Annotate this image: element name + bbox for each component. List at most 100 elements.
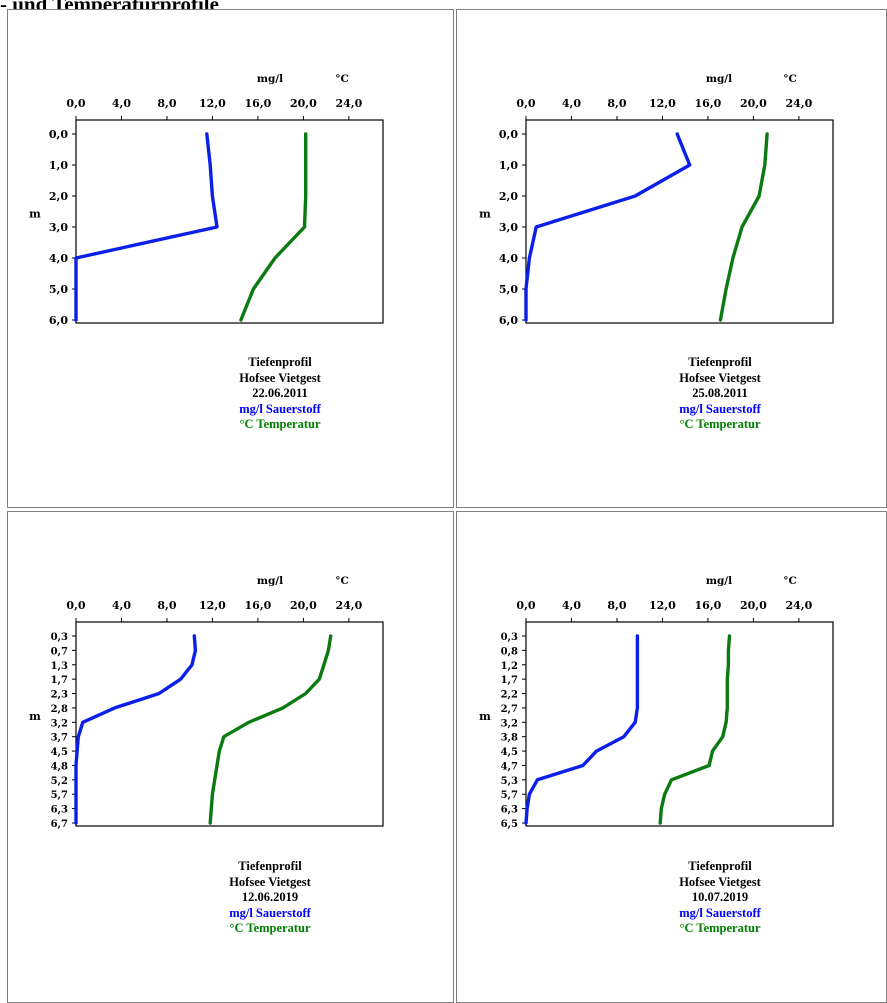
chart-1: mg/l °C 0,0 4,0 8,0 12,0 16,0 20,0 24,0 0,0 1,0 2,0… (29, 73, 384, 327)
y-tick-label: 4,8 (51, 761, 68, 772)
y-axis-label: m (29, 710, 41, 723)
chart-4: mg/l °C 0,0 4,0 8,0 12,0 16,0 20,0 24,0 0,3 0,8 1,2… (479, 575, 834, 830)
x-tick-label: 16,0 (245, 599, 272, 612)
y-tick-label: 4,5 (501, 747, 518, 758)
legend-temperature: °C Temperatur (239, 417, 321, 431)
plot-area (75, 119, 384, 324)
y-tick-label: 2,0 (499, 190, 518, 203)
caption-3: Tiefenprofil Hofsee Vietgest 12.06.2019 … (170, 859, 370, 937)
y-tick-label: 3,0 (49, 221, 68, 234)
chart-3: mg/l °C 0,0 4,0 8,0 12,0 16,0 20,0 24,0 0,3 0,7 1,3… (29, 575, 384, 830)
y-tick-label: 4,0 (49, 252, 68, 265)
y-tick-label: 0,0 (49, 128, 68, 141)
y-tick-label: 3,7 (51, 733, 68, 744)
x-tick-label: 12,0 (649, 97, 676, 110)
x-tick-label: 24,0 (335, 599, 362, 612)
caption-title: Tiefenprofil (238, 859, 302, 873)
x-tick-label: 4,0 (112, 97, 131, 110)
x-tick-label: 8,0 (607, 599, 626, 612)
y-tick-label: 0,8 (501, 646, 518, 657)
caption-title: Tiefenprofil (248, 355, 312, 369)
y-tick-label: 6,3 (51, 805, 68, 816)
x-tick-label: 16,0 (245, 97, 272, 110)
x-tick-label: 12,0 (649, 599, 676, 612)
y-tick-label: 1,0 (49, 159, 68, 172)
y-tick-label: 3,8 (501, 733, 518, 744)
series-line-temperature (208, 634, 333, 825)
y-tick-label: 1,2 (501, 661, 518, 672)
y-axis-label: m (479, 710, 491, 723)
x-tick-label: 20,0 (740, 599, 767, 612)
legend-oxygen: mg/l Sauerstoff (229, 905, 311, 920)
y-tick-label: 0,7 (51, 646, 68, 657)
y-tick-label: 1,3 (51, 661, 68, 672)
y-tick-label: 5,7 (501, 790, 518, 801)
x-tick-label: 20,0 (290, 599, 317, 612)
unit-label-mg: mg/l (706, 73, 732, 85)
y-tick-label: 1,0 (499, 159, 518, 172)
x-tick-label: 4,0 (562, 599, 581, 612)
unit-label-degc: °C (335, 575, 349, 587)
y-tick-label: 5,2 (51, 776, 68, 787)
chart-2: mg/l °C 0,0 4,0 8,0 12,0 16,0 20,0 24,0 0,0 1,0 2,0… (479, 73, 834, 327)
unit-label-mg: mg/l (257, 575, 283, 587)
x-tick-label: 0,0 (66, 599, 85, 612)
caption-2: Tiefenprofil Hofsee Vietgest 25.08.2011 … (620, 355, 820, 433)
y-tick-label: 0,3 (501, 632, 518, 643)
y-tick-label: 2,8 (51, 704, 68, 715)
caption-1: Tiefenprofil Hofsee Vietgest 22.06.2011 … (180, 355, 380, 433)
x-tick-label: 8,0 (157, 97, 176, 110)
caption-4: Tiefenprofil Hofsee Vietgest 10.07.2019 … (620, 859, 820, 937)
y-tick-label: 6,0 (499, 314, 518, 327)
x-tick-label: 0,0 (516, 97, 535, 110)
series-line-oxygen (74, 634, 198, 825)
caption-lake: Hofsee Vietgest (679, 874, 761, 889)
y-tick-label: 3,0 (499, 221, 518, 234)
y-tick-label: 5,7 (51, 790, 68, 801)
caption-lake: Hofsee Vietgest (239, 370, 321, 385)
x-tick-label: 0,0 (516, 599, 535, 612)
x-tick-label: 24,0 (785, 599, 812, 612)
y-tick-label: 0,0 (499, 128, 518, 141)
y-tick-label: 4,7 (501, 761, 518, 772)
y-tick-label: 0,3 (51, 632, 68, 643)
x-tick-label: 4,0 (112, 599, 131, 612)
unit-label-degc: °C (783, 73, 797, 85)
caption-lake: Hofsee Vietgest (679, 370, 761, 385)
chart-panel-3 (7, 511, 454, 1003)
x-tick-label: 24,0 (335, 97, 362, 110)
legend-temperature: °C Temperatur (679, 417, 761, 431)
y-tick-label: 2,2 (501, 690, 518, 701)
y-tick-label: 6,7 (51, 819, 68, 830)
series-line-oxygen (74, 132, 219, 322)
caption-lake: Hofsee Vietgest (229, 874, 311, 889)
x-tick-label: 8,0 (607, 97, 626, 110)
unit-label-degc: °C (783, 575, 797, 587)
x-tick-label: 24,0 (785, 97, 812, 110)
x-tick-label: 16,0 (695, 599, 722, 612)
series-line-oxygen (524, 132, 692, 322)
y-tick-label: 5,0 (499, 283, 518, 296)
y-tick-label: 2,3 (51, 690, 68, 701)
legend-temperature: °C Temperatur (679, 921, 761, 935)
y-tick-label: 4,5 (51, 747, 68, 758)
caption-date: 22.06.2011 (252, 386, 308, 400)
y-tick-label: 1,7 (51, 675, 68, 686)
y-tick-label: 6,5 (501, 819, 518, 830)
plot-area (525, 119, 834, 324)
legend-oxygen: mg/l Sauerstoff (239, 401, 321, 416)
x-tick-label: 16,0 (695, 97, 722, 110)
y-axis-label: m (479, 208, 491, 221)
x-tick-label: 0,0 (66, 97, 85, 110)
x-tick-label: 20,0 (290, 97, 317, 110)
series-line-temperature (239, 132, 308, 322)
caption-title: Tiefenprofil (688, 355, 752, 369)
y-tick-label: 6,0 (49, 314, 68, 327)
y-tick-label: 5,3 (501, 776, 518, 787)
y-tick-label: 6,3 (501, 805, 518, 816)
y-tick-label: 5,0 (49, 283, 68, 296)
plot-area (75, 621, 384, 827)
x-tick-label: 12,0 (199, 97, 226, 110)
y-tick-label: 1,7 (501, 675, 518, 686)
